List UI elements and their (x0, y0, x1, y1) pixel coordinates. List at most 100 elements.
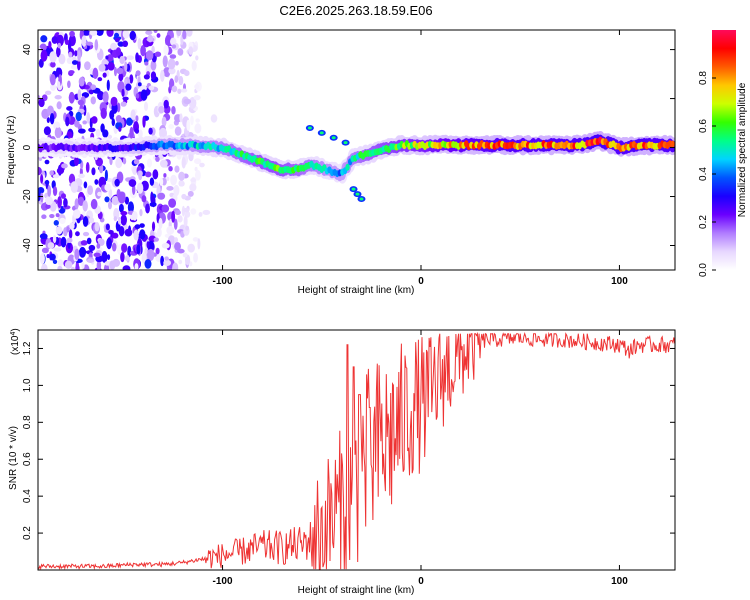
noise-blob (56, 122, 60, 128)
noise-blob (132, 165, 138, 175)
noise-blob (174, 75, 179, 83)
noise-blob (38, 186, 45, 194)
noise-blob (133, 229, 139, 241)
noise-blob (122, 96, 129, 101)
noise-blob (135, 70, 141, 77)
branch-core (359, 197, 364, 201)
spectrogram-x-tick-label: 100 (611, 276, 628, 287)
noise-blob (122, 157, 127, 165)
noise-blob (144, 171, 152, 178)
noise-blob (38, 98, 45, 108)
noise-blob (68, 91, 75, 104)
noise-blob (173, 218, 178, 230)
noise-blob (90, 84, 97, 90)
noise-blob (122, 30, 130, 39)
noise-blob (187, 190, 194, 197)
noise-blob (158, 105, 165, 114)
noise-blob (125, 83, 132, 91)
noise-blob (153, 237, 159, 242)
noise-blob (56, 101, 62, 110)
noise-blob (168, 198, 177, 208)
noise-blob (96, 243, 101, 249)
noise-blob (183, 215, 188, 228)
noise-blob (194, 166, 198, 172)
noise-blob (51, 36, 58, 44)
noise-blob (107, 134, 113, 140)
noise-blob (100, 107, 107, 119)
noise-blob (174, 126, 182, 136)
noise-blob (106, 30, 114, 38)
noise-blob (171, 44, 177, 49)
noise-blob (124, 228, 133, 237)
noise-blob (82, 231, 90, 237)
noise-blob (113, 66, 117, 77)
noise-blob (177, 48, 184, 56)
noise-blob (115, 47, 122, 56)
snr-panel: -100 0 100 0.2 0.4 0.6 0.8 1.0 1.2 Height of st… (8, 328, 676, 596)
noise-blob (47, 185, 52, 197)
noise-blob (145, 30, 153, 35)
noise-blob (74, 50, 78, 57)
noise-blob (194, 123, 202, 134)
noise-blob (57, 259, 64, 267)
noise-blob (157, 192, 166, 200)
noise-blob (129, 74, 134, 84)
noise-blob (117, 191, 126, 204)
noise-blob (135, 52, 140, 63)
snr-y-tick-label: 1.0 (22, 378, 33, 392)
noise-blob (169, 54, 177, 59)
noise-blob (104, 183, 112, 192)
snr-x-label: Height of straight line (km) (298, 585, 415, 596)
noise-blob (50, 83, 57, 91)
noise-blob (69, 30, 75, 37)
noise-blob (172, 262, 179, 270)
noise-blob (170, 37, 177, 46)
snr-y-axis: 0.2 0.4 0.6 0.8 1.0 1.2 (22, 341, 675, 540)
noise-blob (124, 255, 130, 262)
snr-exponent: (x104) (10, 328, 22, 355)
noise-blob (130, 109, 136, 121)
noise-blob (58, 53, 66, 65)
noise-blob (118, 226, 125, 237)
noise-blob (94, 222, 100, 232)
noise-blob (134, 224, 141, 230)
noise-blob (55, 213, 60, 218)
noise-blob (183, 207, 190, 213)
noise-blob (159, 159, 168, 168)
noise-blob (146, 241, 150, 249)
noise-blob (43, 126, 51, 136)
noise-blob (52, 259, 58, 265)
noise-blob (52, 174, 60, 179)
noise-blob (49, 253, 56, 261)
noise-blob (57, 42, 62, 49)
noise-blob (40, 192, 44, 203)
noise-blob (38, 166, 42, 176)
noise-blob (171, 105, 176, 115)
noise-blob (111, 195, 120, 206)
spectrogram-y-label: Frequency (Hz) (6, 116, 17, 185)
noise-blob (141, 195, 147, 203)
noise-blob (70, 65, 79, 70)
noise-blob (55, 226, 63, 235)
noise-blob (109, 156, 113, 166)
colorbar-tick-label: 0.4 (698, 167, 709, 181)
noise-blob (74, 248, 80, 261)
snr-series-line (38, 331, 675, 570)
noise-blob (193, 94, 201, 101)
noise-blob (111, 118, 116, 127)
noise-blob (81, 262, 85, 269)
noise-blob (174, 210, 181, 216)
noise-blob (147, 248, 155, 261)
noise-blob (144, 61, 149, 66)
noise-blob (77, 50, 81, 62)
noise-blob (92, 67, 99, 80)
noise-blob (129, 126, 134, 139)
noise-blob (149, 201, 157, 207)
noise-blob (177, 88, 182, 94)
noise-blob (65, 116, 70, 127)
noise-blob (182, 30, 187, 40)
noise-blob (49, 170, 54, 176)
noise-blob (40, 174, 44, 184)
spectrogram-panel: -100 0 100 -40 -20 0 20 40 Height of straight … (6, 29, 676, 296)
noise-blob (160, 69, 165, 82)
